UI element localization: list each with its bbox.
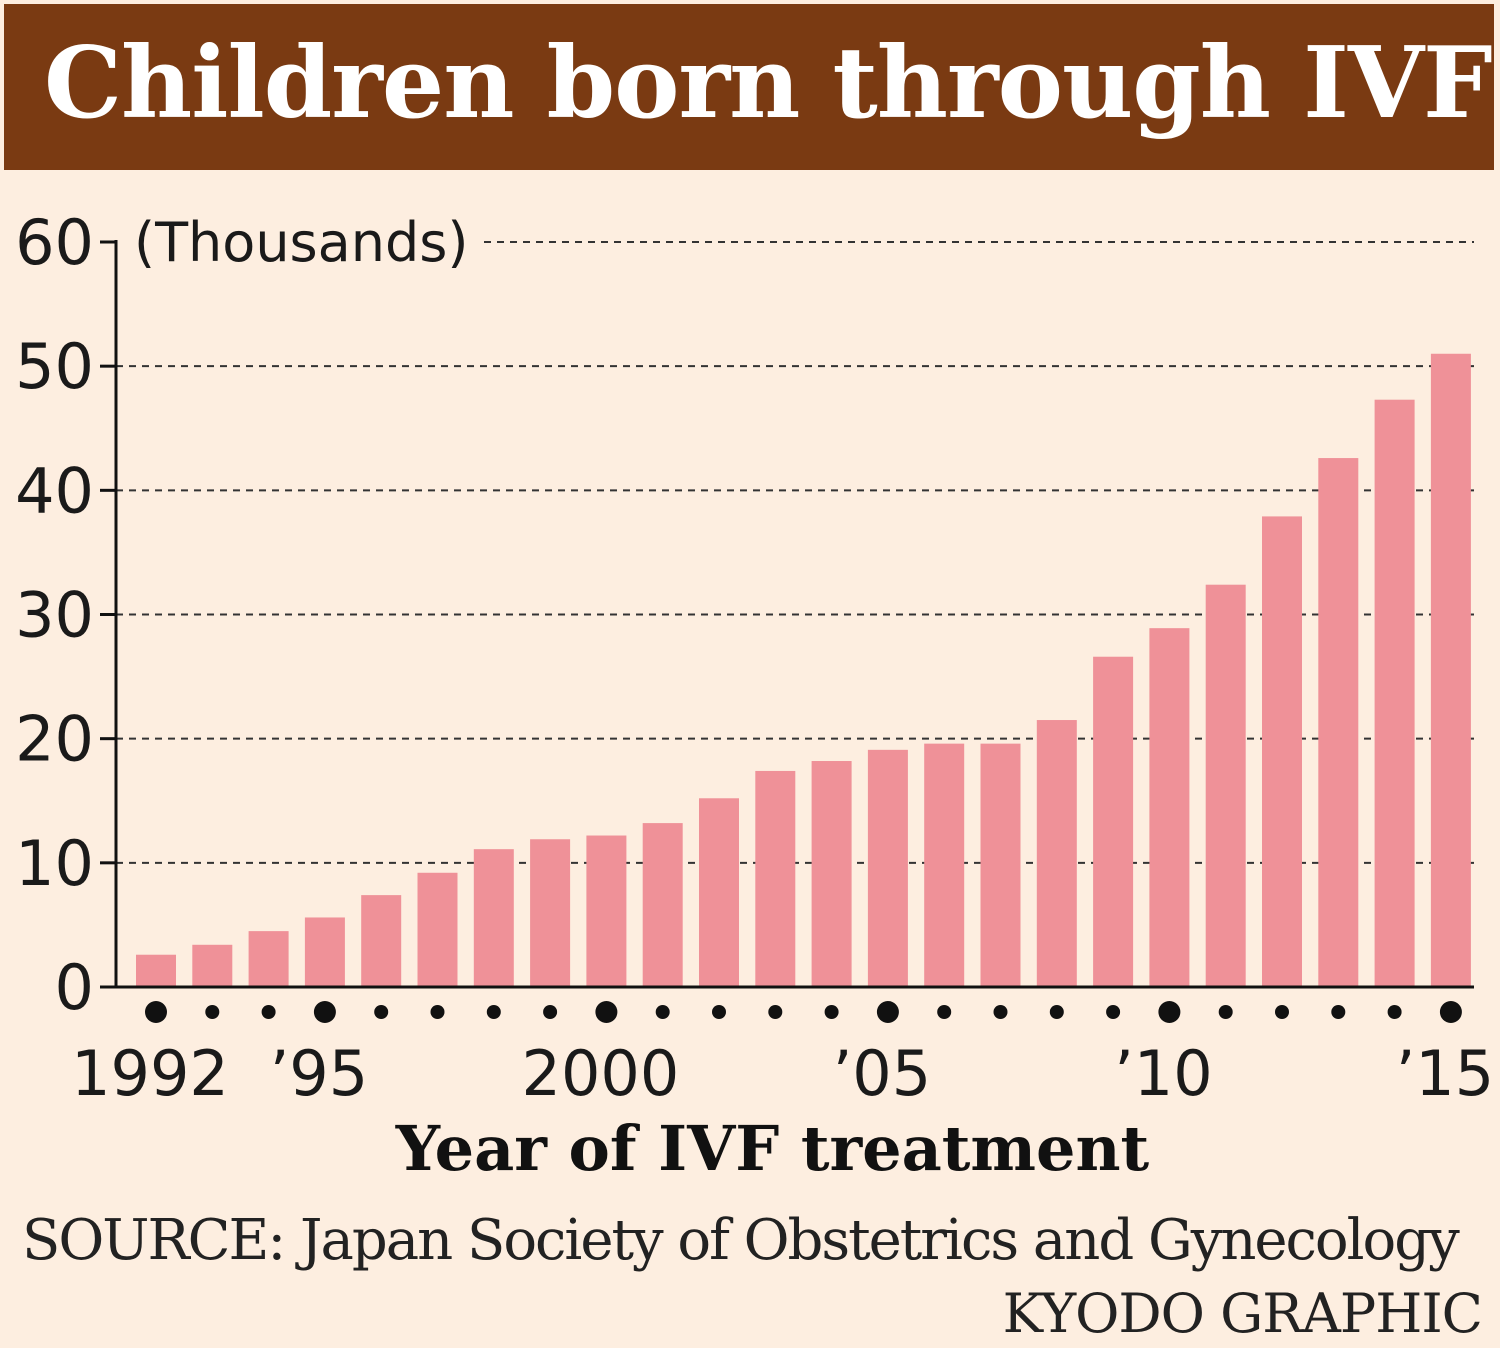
- bar-1994: [248, 931, 289, 987]
- bar-1992: [136, 954, 176, 987]
- x-tick-dot: [712, 1005, 726, 1019]
- credit-line: KYODO GRAPHIC: [1002, 1282, 1483, 1345]
- y-tick-label: 0: [55, 951, 94, 1024]
- y-tick-label: 60: [15, 206, 94, 279]
- bar-2004: [811, 761, 852, 987]
- bar-2015: [1430, 353, 1471, 987]
- x-tick-label: 1992: [71, 1037, 229, 1110]
- bar-1995: [304, 917, 345, 987]
- bar-1993: [192, 944, 233, 987]
- bar-2005: [867, 749, 908, 987]
- y-tick-label: 10: [15, 827, 94, 900]
- x-tick-dot: [374, 1005, 389, 1019]
- bar-2012: [1262, 516, 1302, 987]
- x-tick-dot: [1387, 1005, 1402, 1019]
- bar-2003: [755, 770, 796, 987]
- x-tick-dot: [655, 1005, 670, 1019]
- x-tick-dot: [595, 1001, 618, 1023]
- x-tick-dot: [1158, 1001, 1181, 1023]
- bar-2011: [1205, 584, 1246, 987]
- bar-2007: [980, 743, 1021, 987]
- bar-2006: [924, 743, 965, 987]
- bar-1998: [473, 849, 514, 987]
- bar-2010: [1149, 628, 1190, 987]
- x-tick-dot: [937, 1005, 952, 1019]
- bar-2000: [586, 835, 627, 987]
- x-tick-label: ’10: [1114, 1037, 1213, 1110]
- bar-2014: [1374, 399, 1415, 988]
- x-tick-dot: [313, 1001, 336, 1023]
- x-tick-dot: [205, 1005, 220, 1019]
- bar-2001: [642, 823, 683, 987]
- source-note: SOURCE: Japan Society of Obstetrics and …: [22, 1208, 1460, 1273]
- x-tick-dot: [1049, 1005, 1064, 1019]
- bar-2002: [699, 798, 739, 987]
- x-tick-dot: [824, 1005, 839, 1019]
- bar-1999: [530, 839, 571, 987]
- x-tick-dot: [993, 1005, 1008, 1019]
- x-tick-dot: [261, 1005, 276, 1019]
- y-tick-label: 30: [15, 579, 94, 652]
- x-tick-dot: [768, 1005, 783, 1019]
- y-tick-label: 40: [15, 454, 94, 527]
- bar-1996: [361, 895, 402, 987]
- title-bar: Children born through IVF: [4, 4, 1494, 170]
- x-tick-dot: [486, 1005, 501, 1019]
- x-tick-label: ’15: [1396, 1037, 1495, 1110]
- x-tick-dot: [430, 1005, 445, 1019]
- unit-label: (Thousands): [134, 211, 468, 274]
- x-tick-dot: [1439, 1001, 1462, 1023]
- x-tick-dot: [1218, 1005, 1233, 1019]
- x-tick-dot: [1106, 1005, 1121, 1019]
- x-tick-dot: [1331, 1005, 1346, 1019]
- x-tick-label: ’05: [833, 1037, 932, 1110]
- x-tick-dot: [876, 1001, 899, 1023]
- x-tick-dot: [1275, 1005, 1289, 1019]
- x-tick-label: 2000: [522, 1037, 680, 1110]
- x-tick-dot: [145, 1001, 167, 1023]
- bar-2013: [1318, 458, 1359, 987]
- bar-1997: [417, 872, 458, 987]
- y-tick-label: 20: [15, 703, 94, 776]
- chart-title: Children born through IVF: [44, 26, 1493, 141]
- x-tick-label: ’95: [270, 1037, 369, 1110]
- x-axis-title: Year of IVF treatment: [395, 1112, 1150, 1185]
- x-tick-dot: [543, 1005, 558, 1019]
- bar-2008: [1036, 720, 1077, 987]
- bar-2009: [1093, 656, 1134, 987]
- y-tick-label: 50: [15, 330, 94, 403]
